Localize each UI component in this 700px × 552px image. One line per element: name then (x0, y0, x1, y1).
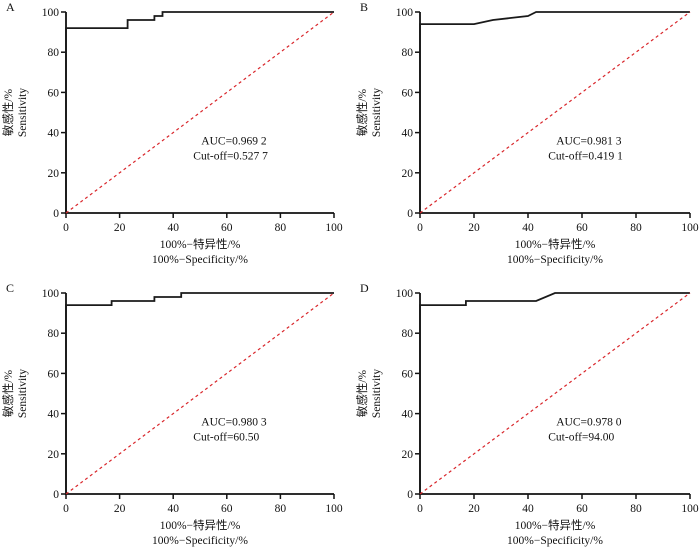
x-tick-label: 20 (468, 503, 480, 515)
roc-curve (419, 292, 690, 494)
x-tick-label: 40 (167, 503, 179, 515)
x-axis-label: 100%−Specificity/% (507, 254, 603, 266)
x-tick-label: 40 (522, 503, 534, 515)
x-axis-label: 100%−Specificity/% (507, 535, 603, 547)
y-tick-label: 100 (396, 288, 414, 300)
x-tick-label: 100 (681, 222, 699, 234)
x-tick-label: 20 (114, 503, 126, 515)
x-tick-label: 60 (221, 503, 233, 515)
roc-curve (65, 11, 334, 213)
roc-panel-a: A 0 20 40 60 80 100 0 20 40 60 80 100 100%−特异性/% 100%−… (1, 0, 343, 266)
y-axis-label-cn: 敏感性/% (355, 369, 369, 417)
auc-annotation: AUC=0.980 3 (201, 417, 267, 429)
roc-panel-b: B 0 20 40 60 80 100 0 20 40 60 80 100 100%−特异性/% 100%−… (355, 0, 699, 266)
panel-letter: A (6, 0, 15, 14)
x-tick-label: 20 (114, 222, 126, 234)
y-tick-label: 20 (48, 449, 60, 461)
y-tick-label: 80 (402, 328, 414, 340)
x-axis-label-cn: 100%−特异性/% (515, 237, 596, 251)
auc-annotation: AUC=0.978 0 (556, 417, 622, 429)
y-axis-label-cn: 敏感性/% (1, 369, 15, 417)
x-tick-label: 20 (468, 222, 480, 234)
y-axis-label: Sensitivity (371, 369, 383, 418)
y-tick-label: 20 (402, 449, 414, 461)
roc-curve (65, 292, 334, 494)
y-tick-label: 20 (402, 168, 414, 180)
x-tick-label: 60 (576, 503, 588, 515)
x-tick-label: 80 (275, 222, 287, 234)
x-axis-label-cn: 100%−特异性/% (160, 237, 241, 251)
auc-annotation: AUC=0.969 2 (201, 136, 267, 148)
reference-line (419, 292, 691, 495)
x-tick-label: 100 (325, 503, 343, 515)
cutoff-annotation: Cut-off=60.50 (193, 432, 259, 444)
roc-curve (419, 11, 690, 213)
x-tick-label: 0 (417, 222, 423, 234)
y-tick-label: 100 (42, 288, 60, 300)
y-tick-label: 60 (402, 87, 414, 99)
y-axis-label: Sensitivity (17, 88, 29, 137)
auc-annotation: AUC=0.981 3 (556, 136, 622, 148)
reference-line (65, 292, 335, 495)
x-axis-label-cn: 100%−特异性/% (515, 518, 596, 532)
x-tick-label: 60 (221, 222, 233, 234)
y-tick-label: 100 (42, 7, 60, 19)
x-axis-label: 100%−Specificity/% (152, 254, 248, 266)
y-tick-label: 0 (407, 489, 413, 501)
x-tick-label: 0 (63, 503, 69, 515)
y-tick-label: 40 (402, 128, 414, 140)
y-axis-label: Sensitivity (17, 369, 29, 418)
x-axis-label: 100%−Specificity/% (152, 535, 248, 547)
panel-letter: B (360, 0, 368, 14)
x-tick-label: 80 (630, 222, 642, 234)
x-tick-label: 80 (275, 503, 287, 515)
x-tick-label: 60 (576, 222, 588, 234)
y-axis-label-cn: 敏感性/% (1, 88, 15, 136)
y-tick-label: 80 (48, 47, 60, 59)
y-axis-label-cn: 敏感性/% (355, 88, 369, 136)
y-tick-label: 40 (402, 409, 414, 421)
roc-panel-d: D 0 20 40 60 80 100 0 20 40 60 80 100 100%−特异性/% 100%−… (355, 281, 699, 547)
reference-line (419, 11, 691, 214)
y-tick-label: 60 (402, 368, 414, 380)
cutoff-annotation: Cut-off=0.527 7 (193, 151, 268, 163)
y-tick-label: 80 (48, 328, 60, 340)
panel-letter: C (6, 281, 14, 295)
y-tick-label: 20 (48, 168, 60, 180)
y-tick-label: 60 (48, 368, 60, 380)
x-tick-label: 100 (325, 222, 343, 234)
y-tick-label: 0 (53, 208, 59, 220)
y-tick-label: 0 (53, 489, 59, 501)
roc-panel-c: C 0 20 40 60 80 100 0 20 40 60 80 100 100%−特异性/% 100%−… (1, 281, 343, 547)
y-tick-label: 100 (396, 7, 414, 19)
reference-line (65, 11, 335, 214)
y-tick-label: 40 (48, 128, 60, 140)
x-tick-label: 40 (167, 222, 179, 234)
x-tick-label: 100 (681, 503, 699, 515)
y-tick-label: 40 (48, 409, 60, 421)
x-tick-label: 0 (63, 222, 69, 234)
x-tick-label: 40 (522, 222, 534, 234)
x-axis-label-cn: 100%−特异性/% (160, 518, 241, 532)
cutoff-annotation: Cut-off=94.00 (548, 432, 614, 444)
y-tick-label: 60 (48, 87, 60, 99)
cutoff-annotation: Cut-off=0.419 1 (548, 151, 623, 163)
panel-letter: D (360, 281, 369, 295)
x-tick-label: 0 (417, 503, 423, 515)
y-tick-label: 0 (407, 208, 413, 220)
y-tick-label: 80 (402, 47, 414, 59)
y-axis-label: Sensitivity (371, 88, 383, 137)
x-tick-label: 80 (630, 503, 642, 515)
